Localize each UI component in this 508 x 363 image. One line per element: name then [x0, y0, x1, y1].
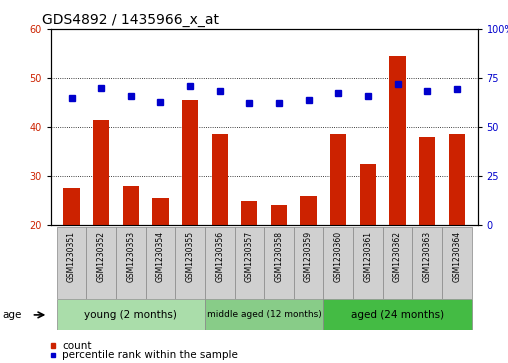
Bar [116, 227, 146, 299]
Bar [175, 227, 205, 299]
Bar [389, 56, 406, 323]
Bar [412, 227, 442, 299]
Bar [241, 200, 258, 323]
Text: GSM1230359: GSM1230359 [304, 231, 313, 282]
Text: GSM1230356: GSM1230356 [215, 231, 224, 282]
Bar [383, 227, 412, 299]
Bar [360, 164, 376, 323]
Text: GSM1230355: GSM1230355 [185, 231, 195, 282]
Bar [235, 227, 264, 299]
Text: GSM1230361: GSM1230361 [363, 231, 372, 281]
Bar [211, 134, 228, 323]
Text: GSM1230357: GSM1230357 [245, 231, 254, 282]
Text: GSM1230358: GSM1230358 [274, 231, 283, 281]
Bar [182, 100, 198, 323]
Text: GSM1230364: GSM1230364 [452, 231, 461, 282]
Bar [57, 227, 86, 299]
Text: GSM1230352: GSM1230352 [97, 231, 106, 281]
Text: count: count [62, 340, 91, 351]
Bar [294, 227, 324, 299]
Text: GDS4892 / 1435966_x_at: GDS4892 / 1435966_x_at [42, 13, 219, 26]
Text: GSM1230362: GSM1230362 [393, 231, 402, 281]
Text: GSM1230354: GSM1230354 [156, 231, 165, 282]
Text: aged (24 months): aged (24 months) [351, 310, 444, 320]
Bar [300, 196, 317, 323]
Text: GSM1230360: GSM1230360 [334, 231, 343, 282]
Text: GSM1230351: GSM1230351 [67, 231, 76, 281]
Bar [330, 134, 346, 323]
Bar [324, 227, 353, 299]
Text: middle aged (12 months): middle aged (12 months) [207, 310, 322, 319]
Bar [64, 188, 80, 323]
Bar [419, 137, 435, 323]
Text: young (2 months): young (2 months) [84, 310, 177, 320]
Bar [442, 227, 471, 299]
Bar [152, 198, 169, 323]
Bar [205, 227, 235, 299]
Bar [57, 299, 205, 330]
Bar [122, 186, 139, 323]
Text: GSM1230353: GSM1230353 [126, 231, 135, 282]
Bar [205, 299, 324, 330]
Bar [271, 205, 287, 323]
Bar [353, 227, 383, 299]
Bar [449, 134, 465, 323]
Text: age: age [3, 310, 22, 320]
Bar [264, 227, 294, 299]
Bar [324, 299, 471, 330]
Text: GSM1230363: GSM1230363 [423, 231, 432, 282]
Bar [86, 227, 116, 299]
Bar [93, 120, 109, 323]
Bar [146, 227, 175, 299]
Text: percentile rank within the sample: percentile rank within the sample [62, 350, 238, 360]
